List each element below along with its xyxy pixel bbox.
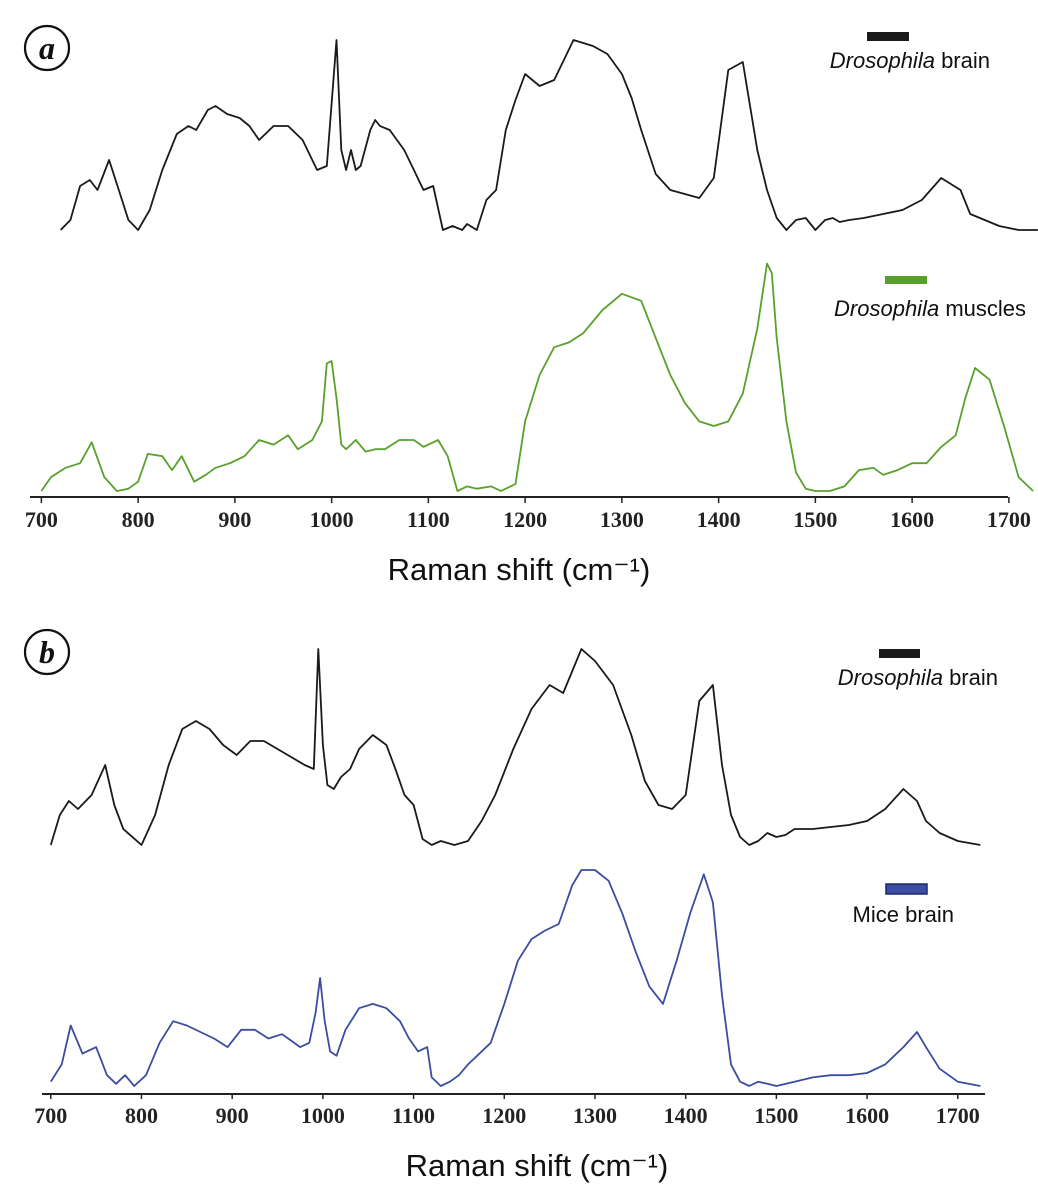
panel-b-series-mice-brain-line [50,869,981,1087]
panel-b-legend-swatch-drosophila-brain [879,649,920,658]
panel-b-x-tick-label-1600: 1600 [845,1103,889,1128]
panel-b-letter-badge: b [23,628,71,676]
panel-b-x-tick-label-1700: 1700 [936,1103,980,1128]
panel-b-x-tick-label-800: 800 [125,1103,158,1128]
panel-a-legend-swatch-drosophila-muscles [885,276,927,284]
panel-a-x-tick-label-1700: 1700 [987,507,1031,532]
panel-a-legend-italic-drosophila-brain: Drosophila [830,48,935,73]
panel-a-x-axis-title: Raman shift (cm⁻¹) [388,552,651,587]
panel-a-x-tick-label-1500: 1500 [793,507,837,532]
panel-a-letter-circle [23,24,71,72]
panel-b-legend-drosophila-brain: Drosophila brain [838,649,998,690]
panel-b-x-tick-label-1100: 1100 [392,1103,435,1128]
panel-b-x-axis-title: Raman shift (cm⁻¹) [406,1148,669,1183]
panel-b-x-ticks: 700 800 900 1000 1100 1200 1300 1400 1500 1600 170… [34,1093,980,1128]
panel-a-x-tick-label-1100: 1100 [407,507,450,532]
panel-b-legend-rest-mice-brain: Mice brain [853,902,954,927]
panel-a-x-tick-label-900: 900 [218,507,251,532]
panel-b: b Drosophila brain Mice brain 700 800 900 1… [23,628,998,1183]
panel-b-series-drosophila-brain-line [49,648,981,846]
panel-a-legend-swatch-drosophila-brain [867,32,909,41]
panel-b-legend-mice-brain: Mice brain [853,883,954,927]
panel-a-x-tick-label-700: 700 [25,507,58,532]
panel-a-x-tick-label-1200: 1200 [503,507,547,532]
panel-b-legend-label-mice-brain: Mice brain [853,902,954,927]
panel-b-legend-rest-drosophila-brain: brain [943,665,998,690]
panel-a: a Drosophila brain Drosophila muscles 70… [23,24,1038,587]
panel-a-x-tick-label-1300: 1300 [600,507,644,532]
panel-a-legend-label-drosophila-muscles: Drosophila muscles [834,296,1026,321]
panel-b-x-tick-label-1400: 1400 [664,1103,708,1128]
panel-a-x-ticks: 700 800 900 1000 1100 1200 1300 1400 1500 1600 170… [25,497,1031,532]
panel-b-x-tick-label-1000: 1000 [301,1103,345,1128]
panel-a-series-drosophila-muscles-line [40,262,1034,492]
panel-a-legend-drosophila-muscles: Drosophila muscles [834,276,1026,321]
panel-a-legend-italic-drosophila-muscles: Drosophila [834,296,939,321]
panel-a-x-tick-label-1000: 1000 [310,507,354,532]
panel-a-x-tick-label-1600: 1600 [890,507,934,532]
panel-a-legend-rest-drosophila-brain: brain [935,48,990,73]
panel-a-legend-rest-drosophila-muscles: muscles [939,296,1026,321]
panel-a-x-tick-label-1400: 1400 [697,507,741,532]
panel-b-legend-italic-drosophila-brain: Drosophila [838,665,943,690]
panel-a-letter-badge: a [23,24,71,72]
panel-a-x-tick-label-800: 800 [122,507,155,532]
panel-b-x-tick-label-900: 900 [216,1103,249,1128]
panel-b-letter-circle [23,628,71,676]
panel-b-x-tick-label-1200: 1200 [482,1103,526,1128]
panel-b-x-tick-label-1300: 1300 [573,1103,617,1128]
panel-b-legend-label-drosophila-brain: Drosophila brain [838,665,998,690]
panel-b-x-tick-label-1500: 1500 [754,1103,798,1128]
panel-a-legend-drosophila-brain: Drosophila brain [830,32,990,73]
panel-b-legend-swatch-mice-brain [885,883,928,895]
panel-a-series-drosophila-brain-line [60,39,1038,231]
panel-b-letter: b [39,634,55,670]
panel-b-x-tick-label-700: 700 [34,1103,67,1128]
panel-a-legend-label-drosophila-brain: Drosophila brain [830,48,990,73]
panel-a-letter: a [39,30,55,66]
